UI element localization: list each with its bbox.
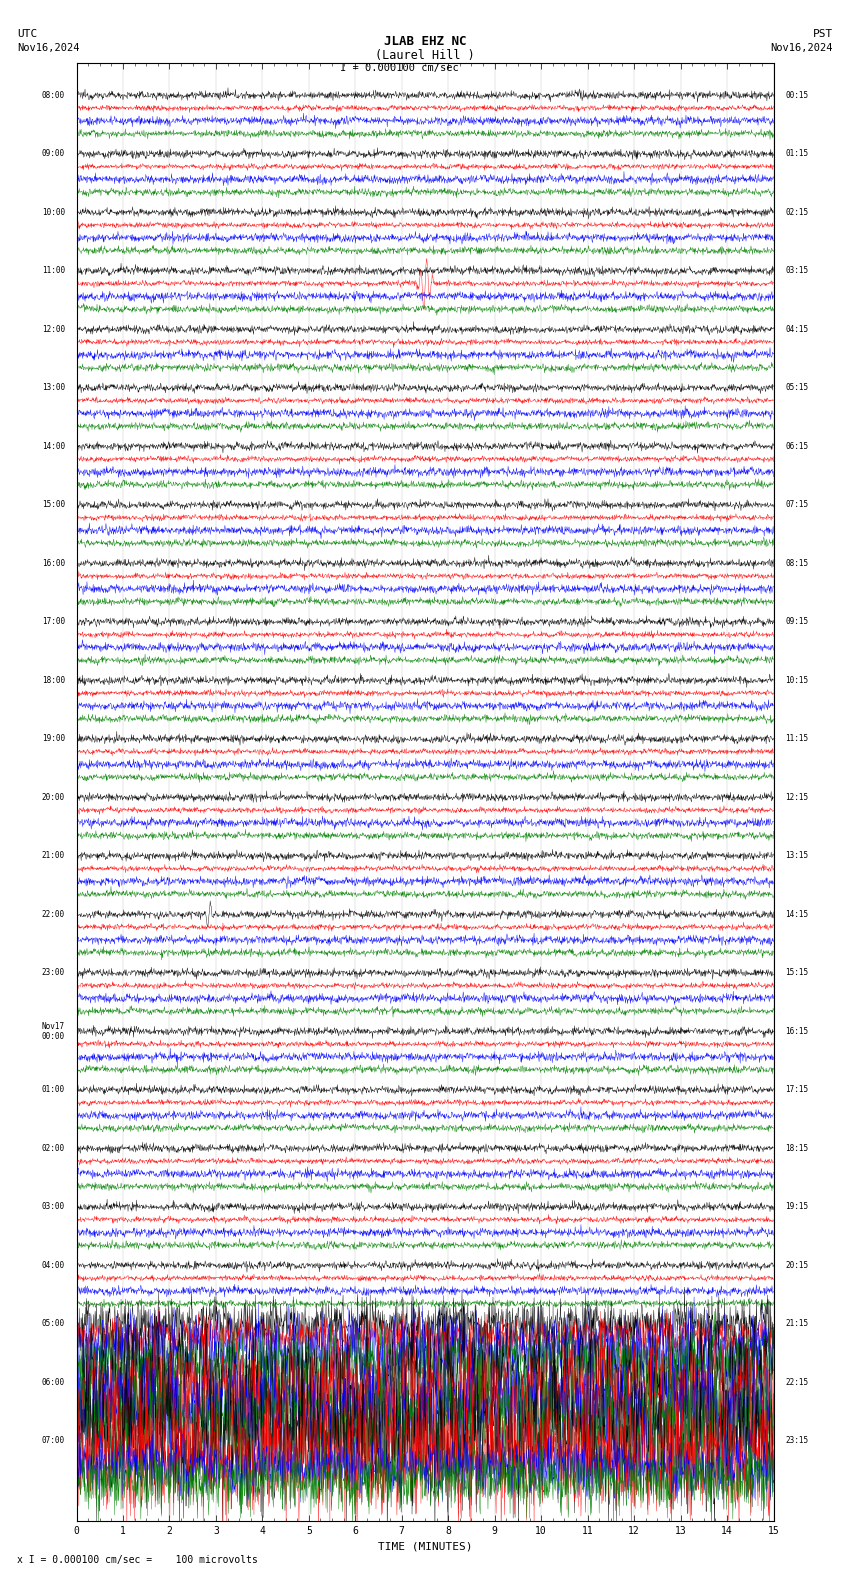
Text: 01:00: 01:00 (42, 1085, 65, 1095)
Text: 07:15: 07:15 (785, 501, 808, 510)
Text: 17:00: 17:00 (42, 618, 65, 626)
Text: 11:15: 11:15 (785, 735, 808, 743)
Text: 12:00: 12:00 (42, 325, 65, 334)
Text: 03:00: 03:00 (42, 1202, 65, 1212)
Text: 13:00: 13:00 (42, 383, 65, 393)
Text: 06:15: 06:15 (785, 442, 808, 451)
Text: 20:15: 20:15 (785, 1261, 808, 1270)
Text: 10:00: 10:00 (42, 208, 65, 217)
Text: 05:00: 05:00 (42, 1319, 65, 1329)
Text: 20:00: 20:00 (42, 794, 65, 802)
Text: 16:00: 16:00 (42, 559, 65, 567)
Text: 14:15: 14:15 (785, 909, 808, 919)
Text: 18:00: 18:00 (42, 676, 65, 684)
Text: 23:15: 23:15 (785, 1437, 808, 1445)
Text: UTC: UTC (17, 29, 37, 38)
Text: Nov17
00:00: Nov17 00:00 (42, 1022, 65, 1041)
X-axis label: TIME (MINUTES): TIME (MINUTES) (377, 1541, 473, 1551)
Text: 03:15: 03:15 (785, 266, 808, 276)
Text: 00:15: 00:15 (785, 90, 808, 100)
Text: 15:15: 15:15 (785, 968, 808, 977)
Text: 07:00: 07:00 (42, 1437, 65, 1445)
Text: JLAB EHZ NC: JLAB EHZ NC (383, 35, 467, 48)
Text: 10:15: 10:15 (785, 676, 808, 684)
Text: 09:00: 09:00 (42, 149, 65, 158)
Text: 09:15: 09:15 (785, 618, 808, 626)
Text: 21:00: 21:00 (42, 851, 65, 860)
Text: 19:15: 19:15 (785, 1202, 808, 1212)
Text: 23:00: 23:00 (42, 968, 65, 977)
Text: 17:15: 17:15 (785, 1085, 808, 1095)
Text: 22:00: 22:00 (42, 909, 65, 919)
Text: 05:15: 05:15 (785, 383, 808, 393)
Text: PST: PST (813, 29, 833, 38)
Text: 11:00: 11:00 (42, 266, 65, 276)
Text: 19:00: 19:00 (42, 735, 65, 743)
Text: 06:00: 06:00 (42, 1378, 65, 1388)
Text: x I = 0.000100 cm/sec =    100 microvolts: x I = 0.000100 cm/sec = 100 microvolts (17, 1555, 258, 1565)
Text: 21:15: 21:15 (785, 1319, 808, 1329)
Text: 04:15: 04:15 (785, 325, 808, 334)
Text: 16:15: 16:15 (785, 1026, 808, 1036)
Text: 02:15: 02:15 (785, 208, 808, 217)
Text: 04:00: 04:00 (42, 1261, 65, 1270)
Text: 02:00: 02:00 (42, 1144, 65, 1153)
Text: 13:15: 13:15 (785, 851, 808, 860)
Text: 01:15: 01:15 (785, 149, 808, 158)
Text: 15:00: 15:00 (42, 501, 65, 510)
Text: 12:15: 12:15 (785, 794, 808, 802)
Text: Nov16,2024: Nov16,2024 (17, 43, 80, 52)
Text: 18:15: 18:15 (785, 1144, 808, 1153)
Text: I = 0.000100 cm/sec: I = 0.000100 cm/sec (340, 63, 459, 73)
Text: 22:15: 22:15 (785, 1378, 808, 1388)
Text: (Laurel Hill ): (Laurel Hill ) (375, 49, 475, 62)
Text: 14:00: 14:00 (42, 442, 65, 451)
Text: 08:15: 08:15 (785, 559, 808, 567)
Text: 08:00: 08:00 (42, 90, 65, 100)
Text: Nov16,2024: Nov16,2024 (770, 43, 833, 52)
